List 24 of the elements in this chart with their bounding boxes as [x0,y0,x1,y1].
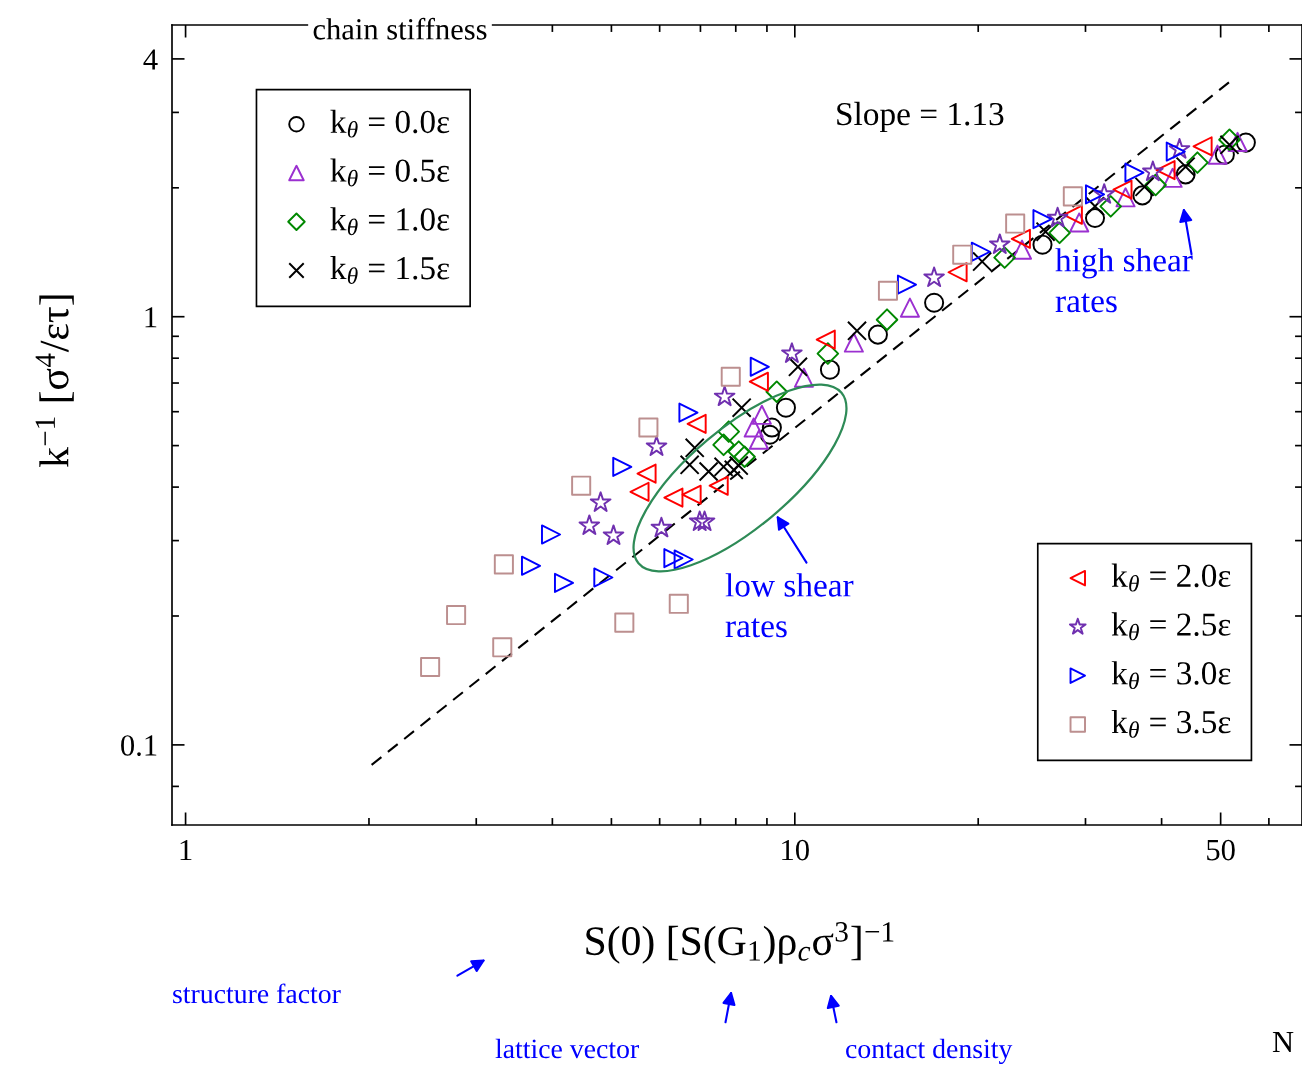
legend-label: k$_{θ}$ = 2.5ε [1111,612,1231,641]
text: N [1272,1031,1294,1052]
y-tick-label: 4 [143,49,158,70]
legend-label: k$_{θ}$ = 0.0ε [330,109,450,138]
annotation: Slope = 1.13 [837,101,1004,133]
legend-label: k$_{θ}$ = 3.5ε [1111,709,1231,738]
x-axis-title: S(0) [S(G$_{1}$)ρ$_{c}$σ$^{3}$]$^{−1}$ [586,922,894,964]
legend-label: k$_{θ}$ = 2.0ε [1111,563,1231,592]
legend-title: chain stiffness [313,17,487,40]
x-tick-label: 1 [180,839,192,861]
annotation: high shear rates [1055,248,1193,313]
text: structure factor [173,983,341,1004]
y-tick-label: 0.1 [121,735,157,756]
legend-label: k$_{θ}$ = 1.5ε [330,255,450,284]
annotation: low shear rates [725,573,854,638]
y-tick-label: 1 [145,307,157,328]
text: contact density [846,1038,1013,1064]
x-tick-label: 10 [782,839,809,861]
y-axis-title: k$^{−1}$ [σ$^{4}$/ετ] [35,295,74,468]
text: lattice vector [495,1038,639,1059]
legend-label: k$_{θ}$ = 0.5ε [330,158,450,187]
x-tick-label: 50 [1207,839,1235,861]
legend-label: k$_{θ}$ = 3.0ε [1111,661,1231,690]
legend-label: k$_{θ}$ = 1.0ε [330,207,450,236]
